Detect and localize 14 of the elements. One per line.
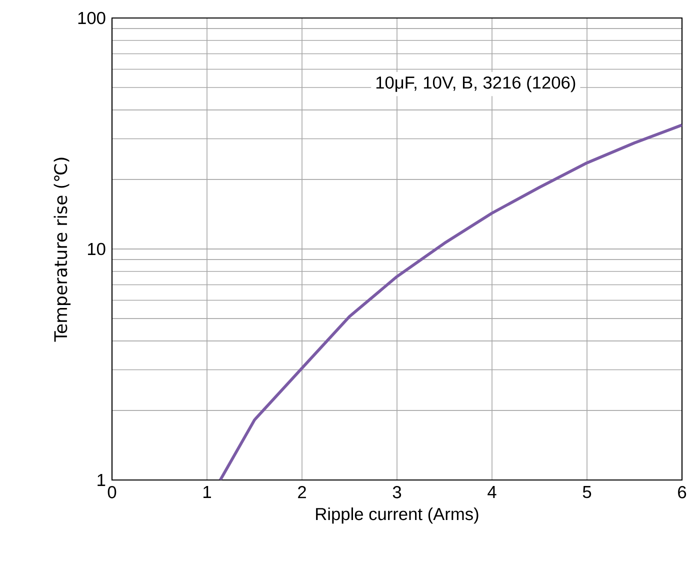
y-tick-label: 100 xyxy=(78,12,106,24)
x-tick-label: 6 xyxy=(678,486,686,498)
y-tick-label: 10 xyxy=(88,242,106,256)
annotation: 10μF, 10V, B, 3216 (1206) xyxy=(376,76,576,92)
x-tick-label: 1 xyxy=(204,486,211,498)
x-tick-label: 3 xyxy=(392,486,402,498)
y-tick-label: 1 xyxy=(98,474,106,486)
x-axis-title: Ripple current (Arms) xyxy=(316,507,478,524)
y-axis-title: Temperature rise (℃) xyxy=(54,158,71,342)
x-tick-label: 5 xyxy=(582,486,592,498)
x-tick-label: 0 xyxy=(108,486,116,498)
x-tick-label: 2 xyxy=(298,486,306,498)
x-tick-label: 4 xyxy=(488,486,496,498)
line-series xyxy=(218,124,682,480)
